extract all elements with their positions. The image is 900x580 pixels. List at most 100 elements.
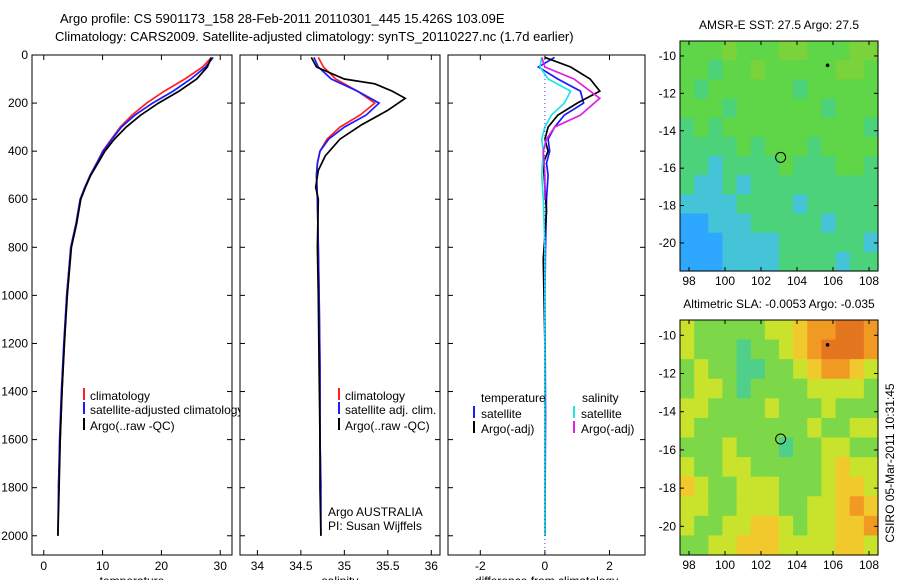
map-cell [863,476,879,497]
map-cell [736,251,752,272]
map-cell [863,251,879,272]
map-cell [750,417,766,439]
x-tick-label: 106 [823,558,843,572]
map-cell [793,98,808,119]
map-cell [736,194,752,215]
map-cell [793,251,808,272]
map-cell [849,515,865,537]
y-tick-label: 1600 [1,433,28,447]
map-cell [863,194,879,215]
legend-label: satellite [481,407,522,421]
map-cell [779,79,794,100]
x-axis-label: salinity [322,574,359,580]
map-cell [708,41,724,61]
series-line [310,56,407,536]
map-cell [680,136,695,157]
map-cell [680,476,695,497]
map-cell [708,60,724,80]
map-cell [694,437,709,458]
map-cell [750,156,766,176]
map-cell [750,79,766,100]
map-cell [694,251,709,272]
map-cell [849,60,865,80]
map-cell [708,156,724,176]
legend-label: Argo(-adj) [481,422,534,436]
map-cell [821,79,837,100]
map-cell [863,98,879,119]
y-tick-label: -16 [659,443,677,457]
map-cell [750,175,766,195]
map-cell [835,117,851,138]
map-cell [750,60,766,80]
y-tick-label: -20 [659,236,677,250]
map-cell [736,60,752,80]
map-cell [863,535,879,556]
map-cell [807,417,823,439]
x-tick-label: 30 [214,559,228,573]
map-frame [679,319,879,556]
map-cell [835,437,851,458]
map-cell [793,476,808,497]
map-cell [722,339,738,360]
map-cell [722,156,738,176]
map-cell [694,359,709,380]
map-cell [708,194,724,215]
map-cell [736,515,752,537]
map-cell [736,320,752,341]
map-cell [807,117,823,138]
map-cell [863,117,879,138]
map-cell [680,175,695,195]
x-tick-label: 108 [859,558,879,572]
map-cell [821,136,837,157]
x-tick-label: 35 [338,559,352,573]
map-cell [793,457,808,478]
map-cell [849,41,865,61]
map-cell [708,339,724,360]
map-cell [835,378,851,399]
map-cell [821,41,837,61]
legend-label: Argo(-adj) [581,422,634,436]
figure-title-line-2: Climatology: CARS2009. Satellite-adjuste… [55,29,574,44]
map-cell [807,194,823,215]
y-tick-label: -18 [659,199,677,213]
map-cell [764,359,780,380]
map-cell [764,60,780,80]
map-cell [722,515,738,537]
map-cell [694,476,709,497]
legend-label: climatology [345,389,405,403]
map-cell [708,476,724,497]
map-cell [821,320,837,341]
map-cell [779,251,794,272]
map-cell [821,515,837,537]
map-cell [863,232,879,253]
map-cell [680,213,695,234]
map-cell [807,398,823,419]
map-cell [793,213,808,234]
y-tick-label: -18 [659,481,677,495]
map-cell [849,98,865,119]
map-cell [835,476,851,497]
legend-heading: temperature [481,391,546,405]
map-cell [863,359,879,380]
difference-profile: -2 0 2difference from climatology temperatu… [447,54,646,580]
map-cell [835,398,851,419]
float-track-marker [825,63,830,68]
map-cell [764,175,780,195]
map-cell [722,79,738,100]
map-cell [849,213,865,234]
map-cell [779,398,794,419]
float-pi-text: PI: Susan Wijffels [328,519,422,533]
map-cell [807,136,823,157]
map-cell [863,320,879,341]
altimetric-sla-map: 98 100 102 104 106 108 -20 -18 -16 -14 -12 -10 Altim… [659,297,880,572]
map-cell [694,339,709,360]
map-cell [863,136,879,157]
map-cell [708,378,724,399]
map-cell [750,320,766,341]
map-cell [722,535,738,556]
map-cell [680,98,695,119]
map-cell [708,359,724,380]
map-cell [680,535,695,556]
map-cell [736,437,752,458]
map-cell [779,213,794,234]
